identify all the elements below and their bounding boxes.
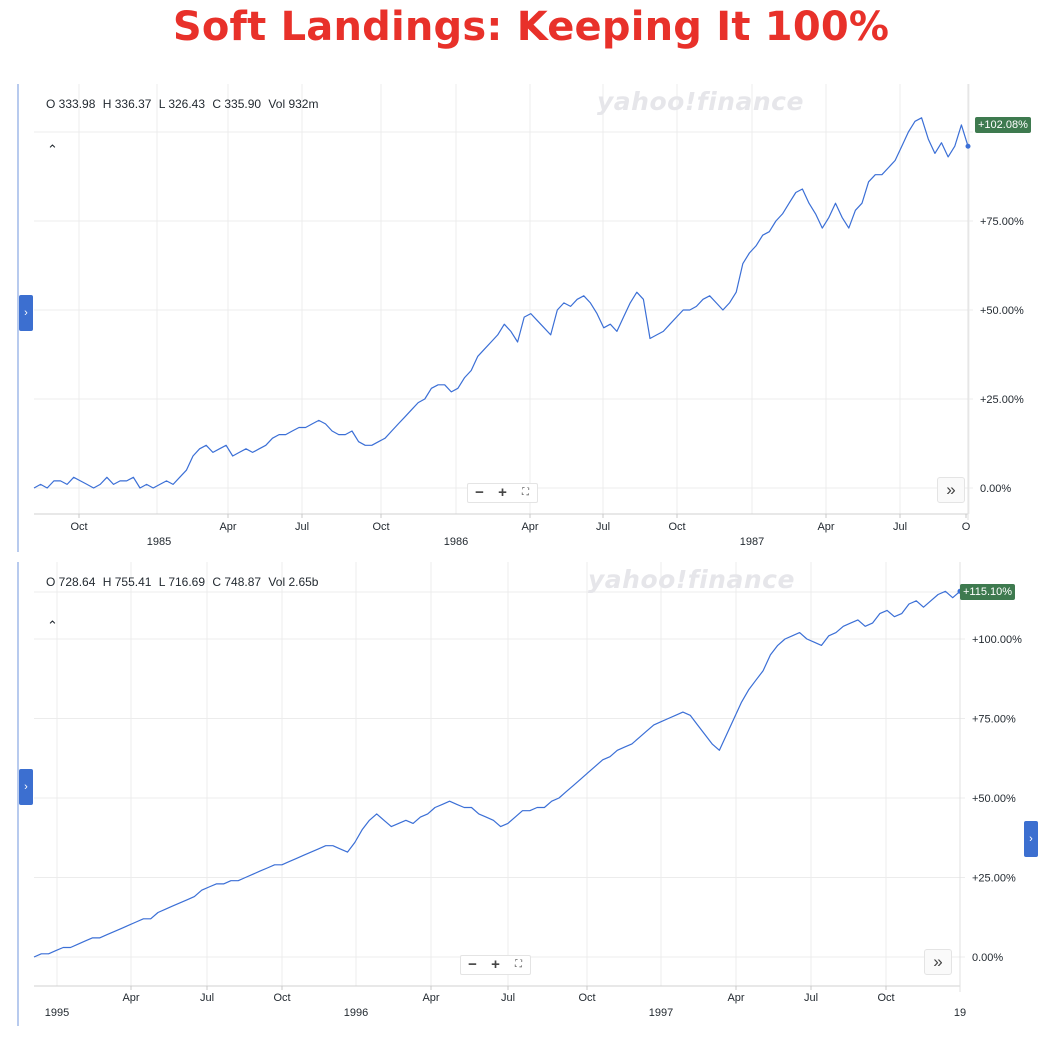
skip-to-latest-button[interactable]: »	[924, 949, 952, 975]
last-value-badge: +102.08%	[975, 117, 1031, 133]
yahoo-finance-watermark: yahoo!finance	[588, 565, 795, 594]
x-axis-month-label: Oct	[877, 992, 894, 1004]
x-axis-month-label: Jul	[893, 521, 907, 533]
x-axis-month-label: Oct	[372, 521, 389, 533]
fullscreen-icon[interactable]: ⛶	[522, 487, 529, 498]
page-title: Soft Landings: Keeping It 100%	[172, 4, 890, 50]
last-point-marker	[965, 143, 971, 149]
x-axis-month-label: Jul	[501, 992, 515, 1004]
chart-svg-2[interactable]: +100.00% +75.00% +50.00% +25.00% 0.00% Apr Jul…	[0, 562, 1062, 1028]
x-axis-month-label: Jul	[200, 992, 214, 1004]
ohlc-open: O 728.64	[46, 575, 96, 589]
ohlc-readout: O 728.64 H 755.41 L 716.69 C 748.87 Vol …	[46, 575, 322, 589]
collapse-chevron-icon[interactable]: ⌃	[47, 618, 58, 633]
ohlc-volume: Vol 2.65b	[268, 575, 319, 589]
price-series-line	[33, 117, 969, 489]
right-panel-expand-button[interactable]: ›	[1024, 821, 1038, 857]
zoom-in-button[interactable]: +	[498, 484, 507, 501]
zoom-out-button[interactable]: −	[468, 956, 477, 973]
price-series-line	[33, 590, 961, 958]
x-axis-month-label: Apr	[727, 992, 744, 1004]
x-axis-month-label: Apr	[219, 521, 236, 533]
y-axis-tick-label: +25.00%	[972, 873, 1016, 885]
x-axis-month-label: Apr	[521, 521, 538, 533]
x-axis-month-label: Jul	[295, 521, 309, 533]
x-axis-month-label: Apr	[817, 521, 834, 533]
x-axis-month-label: Oct	[273, 992, 290, 1004]
zoom-controls: − + ⛶	[460, 955, 531, 975]
chart-panel-1987: +75.00% +50.00% +25.00% 0.00% Oct Apr Jul Oct Ap…	[0, 84, 1062, 552]
y-axis-tick-label: 0.00%	[972, 952, 1003, 964]
y-axis-tick-label: 0.00%	[980, 483, 1011, 495]
x-axis-month-label: O	[962, 521, 971, 533]
x-axis-year-label: 1986	[444, 536, 468, 548]
ohlc-low: L 716.69	[158, 575, 206, 589]
ohlc-low: L 326.43	[158, 97, 206, 111]
skip-to-latest-button[interactable]: »	[937, 477, 965, 503]
x-axis-year-label: 1996	[344, 1007, 368, 1019]
y-axis-tick-label: +75.00%	[980, 216, 1024, 228]
ohlc-high: H 755.41	[102, 575, 152, 589]
last-value-badge: +115.10%	[960, 584, 1016, 600]
x-axis-year-label: 1985	[147, 536, 171, 548]
x-axis-month-label: Jul	[804, 992, 818, 1004]
y-axis-tick-label: +50.00%	[980, 305, 1024, 317]
ohlc-close: C 335.90	[212, 97, 262, 111]
x-axis-year-label: 1995	[45, 1007, 69, 1019]
zoom-in-button[interactable]: +	[491, 956, 500, 973]
collapse-chevron-icon[interactable]: ⌃	[47, 142, 58, 157]
fullscreen-icon[interactable]: ⛶	[515, 959, 522, 970]
zoom-controls: − + ⛶	[467, 483, 538, 503]
sidebar-expand-button[interactable]: ›	[19, 295, 33, 331]
ohlc-close: C 748.87	[212, 575, 262, 589]
zoom-out-button[interactable]: −	[475, 484, 484, 501]
x-axis-year-label: 1997	[649, 1007, 673, 1019]
chart-svg-1[interactable]: +75.00% +50.00% +25.00% 0.00% Oct Apr Jul Oct Ap…	[0, 84, 1062, 552]
chevron-right-icon: ›	[24, 307, 28, 319]
y-axis-tick-label: +100.00%	[972, 634, 1022, 646]
y-axis-tick-label: +25.00%	[980, 394, 1024, 406]
chevron-right-icon: ›	[1029, 833, 1033, 845]
x-axis-year-label: 1987	[740, 536, 764, 548]
ohlc-volume: Vol 932m	[268, 97, 319, 111]
x-axis-month-label: Apr	[422, 992, 439, 1004]
sidebar-expand-button[interactable]: ›	[19, 769, 33, 805]
x-axis-month-label: Oct	[70, 521, 87, 533]
x-axis-month-label: Oct	[668, 521, 685, 533]
chevron-right-icon: ›	[24, 781, 28, 793]
y-axis-tick-label: +50.00%	[972, 793, 1016, 805]
x-axis-month-label: Oct	[578, 992, 595, 1004]
yahoo-finance-watermark: yahoo!finance	[597, 87, 804, 116]
x-axis-month-label: Apr	[122, 992, 139, 1004]
chart-panel-1997: +100.00% +75.00% +50.00% +25.00% 0.00% Apr Jul…	[0, 562, 1062, 1028]
ohlc-open: O 333.98	[46, 97, 96, 111]
ohlc-high: H 336.37	[102, 97, 152, 111]
x-axis-year-label: 19	[954, 1007, 966, 1019]
x-axis-month-label: Jul	[596, 521, 610, 533]
ohlc-readout: O 333.98 H 336.37 L 326.43 C 335.90 Vol …	[46, 97, 322, 111]
y-axis-tick-label: +75.00%	[972, 714, 1016, 726]
